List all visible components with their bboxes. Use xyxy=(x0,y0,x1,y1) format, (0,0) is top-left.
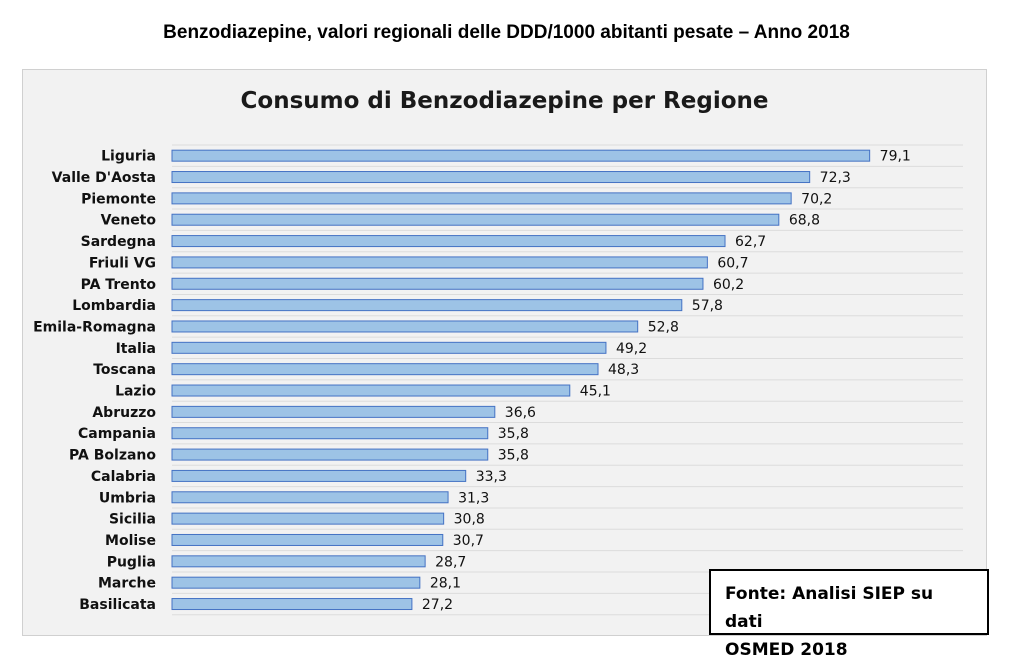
category-label: Marche xyxy=(98,576,156,592)
category-label: Sardegna xyxy=(81,234,156,250)
category-label: Basilicata xyxy=(79,597,156,613)
bar xyxy=(171,384,571,397)
bar xyxy=(171,299,683,312)
category-label: Emila-Romagna xyxy=(33,319,156,335)
data-label: 79,1 xyxy=(880,149,911,165)
data-label: 27,2 xyxy=(422,597,453,613)
data-label: 72,3 xyxy=(820,170,851,186)
category-label: Puglia xyxy=(107,554,156,570)
category-label: Italia xyxy=(116,341,156,357)
data-label: 68,8 xyxy=(789,213,820,229)
data-label: 33,3 xyxy=(476,469,507,485)
category-label: PA Trento xyxy=(81,277,157,293)
source-note-line2: OSMED 2018 xyxy=(725,640,848,660)
category-label: Lombardia xyxy=(72,298,156,314)
data-label: 62,7 xyxy=(735,234,766,250)
bar xyxy=(171,235,726,248)
bar xyxy=(171,469,467,482)
category-label: Calabria xyxy=(91,469,156,485)
data-label: 30,7 xyxy=(453,533,484,549)
category-label: Umbria xyxy=(99,490,156,506)
bar xyxy=(171,491,449,504)
bar-chart: Liguria 79,1 Valle D'Aosta 72,3 Piemonte 70,2… xyxy=(33,144,963,616)
bar xyxy=(171,171,811,184)
data-label: 60,2 xyxy=(713,277,744,293)
page-title: Benzodiazepine, valori regionali delle D… xyxy=(163,22,850,43)
bar xyxy=(171,448,489,461)
category-label: Valle D'Aosta xyxy=(52,170,156,186)
data-label: 28,7 xyxy=(435,554,466,570)
category-label: Veneto xyxy=(101,213,157,229)
category-label: Campania xyxy=(78,426,156,442)
source-note: Fonte: Analisi SIEP su dati OSMED 2018 xyxy=(709,569,989,660)
chart-panel: Consumo di Benzodiazepine per Regione Li… xyxy=(22,69,987,636)
bar xyxy=(171,576,421,589)
category-label: Toscana xyxy=(93,362,156,378)
bar xyxy=(171,256,708,269)
data-label: 35,8 xyxy=(498,426,529,442)
chart-title: Consumo di Benzodiazepine per Regione xyxy=(240,88,769,114)
bar xyxy=(171,192,792,205)
data-label: 45,1 xyxy=(580,384,611,400)
category-label: PA Bolzano xyxy=(69,448,156,464)
bar xyxy=(171,363,599,376)
category-label: Sicilia xyxy=(109,512,156,528)
data-label: 35,8 xyxy=(498,448,529,464)
data-label: 60,7 xyxy=(717,255,748,271)
data-label: 49,2 xyxy=(616,341,647,357)
grid-lines xyxy=(172,144,963,616)
category-label: Lazio xyxy=(115,384,156,400)
bar xyxy=(171,555,426,568)
data-label: 28,1 xyxy=(430,576,461,592)
bar xyxy=(171,320,639,333)
bar xyxy=(171,533,444,546)
category-label: Liguria xyxy=(101,149,156,165)
data-label: 52,8 xyxy=(648,319,679,335)
source-note-line1: Fonte: Analisi SIEP su dati xyxy=(725,584,934,632)
bar xyxy=(171,213,780,226)
bar xyxy=(171,598,413,611)
bar xyxy=(171,149,871,162)
bars xyxy=(171,149,871,611)
bar xyxy=(171,341,607,354)
category-label: Friuli VG xyxy=(89,255,156,271)
bar xyxy=(171,427,489,440)
category-label: Piemonte xyxy=(81,191,156,207)
data-label: 70,2 xyxy=(801,191,832,207)
category-label: Abruzzo xyxy=(92,405,156,421)
data-label: 36,6 xyxy=(505,405,536,421)
bar xyxy=(171,512,445,525)
data-label: 57,8 xyxy=(692,298,723,314)
category-label: Molise xyxy=(105,533,156,549)
bar xyxy=(171,405,496,418)
data-label: 31,3 xyxy=(458,490,489,506)
data-label: 48,3 xyxy=(608,362,639,378)
data-label: 30,8 xyxy=(454,512,485,528)
labels: Liguria 79,1 Valle D'Aosta 72,3 Piemonte 70,2… xyxy=(33,149,911,613)
bar xyxy=(171,277,704,290)
